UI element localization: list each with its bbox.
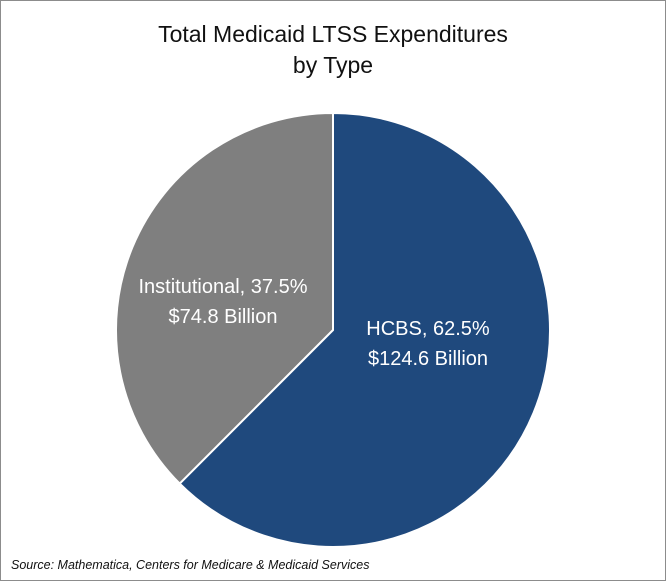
- slice-label-name: HCBS, 62.5%: [366, 318, 490, 340]
- pie-slice-institutional: [115, 111, 334, 485]
- pie-labels: HCBS, 62.5% $124.6 Billion Institutional, …: [139, 276, 490, 370]
- pie-slices: [115, 111, 551, 548]
- source-note: Source: Mathematica, Centers for Medicar…: [11, 558, 370, 572]
- chart-title-line-2: by Type: [292, 52, 374, 78]
- pie-slice-hcbs: [178, 111, 551, 548]
- slice-label-name: Institutional, 37.5%: [139, 276, 308, 298]
- slice-label-value: $124.6 Billion: [368, 348, 488, 370]
- chart-title: Total Medicaid LTSS Expenditures by Type: [0, 19, 666, 81]
- slice-label-institutional: Institutional, 37.5% $74.8 Billion: [139, 276, 308, 328]
- chart-title-line-1: Total Medicaid LTSS Expenditures: [158, 21, 508, 47]
- slice-label-hcbs: HCBS, 62.5% $124.6 Billion: [366, 318, 490, 370]
- slice-label-value: $74.8 Billion: [169, 306, 278, 328]
